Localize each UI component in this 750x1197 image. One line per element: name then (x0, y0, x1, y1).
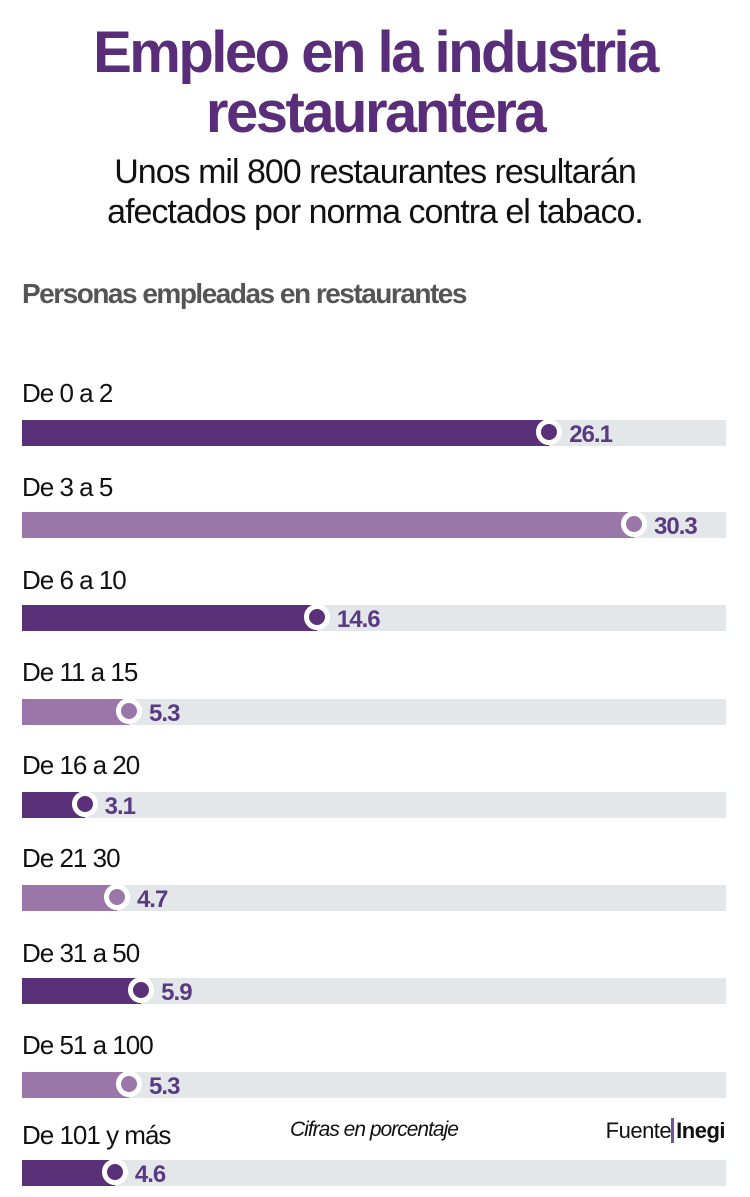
bar-track: 3.1 (22, 791, 726, 820)
bar (22, 605, 317, 631)
value-label: 3.1 (104, 793, 136, 820)
bar-end-dot-icon (116, 698, 143, 724)
chart-section-title: Personas empleadas en restaurantes (22, 278, 467, 309)
subtitle-line2: afectados por norma contra el tabaco. (107, 193, 644, 231)
value-label: 5.3 (149, 700, 180, 727)
value-label: 4.6 (134, 1161, 166, 1188)
bar (22, 512, 635, 538)
bar-end-dot-icon (536, 419, 563, 445)
bar-end-dot-icon (103, 884, 130, 910)
value-label: 14.6 (336, 606, 381, 633)
source-label: Fuente (605, 1118, 672, 1143)
value-label: 5.9 (161, 979, 192, 1006)
category-label: De 101 y más (22, 1120, 171, 1150)
bar-track: 4.7 (22, 884, 726, 913)
bar-track: 5.3 (22, 1071, 726, 1100)
source-credit: Fuente Inegi (606, 1118, 725, 1144)
category-label: De 51 a 100 (22, 1030, 154, 1060)
bar-end-dot-icon (128, 977, 155, 1003)
subtitle-line1: Unos mil 800 restaurantes resultarán (114, 153, 637, 191)
bar (22, 699, 130, 725)
bar-track: 5.3 (22, 698, 726, 727)
bar (22, 1160, 115, 1186)
bar-track: 5.9 (22, 977, 726, 1006)
category-label: De 21 30 (22, 843, 121, 873)
bar-track: 14.6 (22, 604, 726, 633)
bar (22, 978, 142, 1004)
category-label: De 16 a 20 (22, 750, 140, 780)
bar (22, 885, 117, 911)
bar-track: 4.6 (22, 1159, 726, 1188)
category-label: De 11 a 15 (22, 657, 138, 687)
value-label: 5.3 (149, 1073, 180, 1100)
chart-title-line1: Empleo en la industria (93, 20, 659, 85)
value-label: 4.7 (136, 886, 168, 913)
bar-end-dot-icon (71, 791, 98, 817)
category-label: De 3 a 5 (22, 472, 113, 502)
bar-end-dot-icon (303, 604, 330, 630)
bar-track: 30.3 (22, 511, 726, 540)
category-label: De 6 a 10 (22, 565, 127, 595)
units-note: Cifras en porcentaje (290, 1118, 459, 1141)
value-label: 26.1 (569, 421, 613, 448)
bar-end-dot-icon (621, 511, 648, 537)
bar-end-dot-icon (101, 1159, 128, 1185)
bar (22, 420, 550, 446)
bar-track: 26.1 (22, 419, 726, 448)
value-label: 30.3 (654, 513, 698, 540)
bar (22, 1072, 130, 1098)
bar-end-dot-icon (116, 1071, 143, 1097)
source-name: Inegi (671, 1118, 725, 1143)
chart-title-line2: restaurantera (205, 80, 547, 145)
category-label: De 0 a 2 (22, 378, 113, 408)
category-label: De 31 a 50 (22, 938, 140, 968)
